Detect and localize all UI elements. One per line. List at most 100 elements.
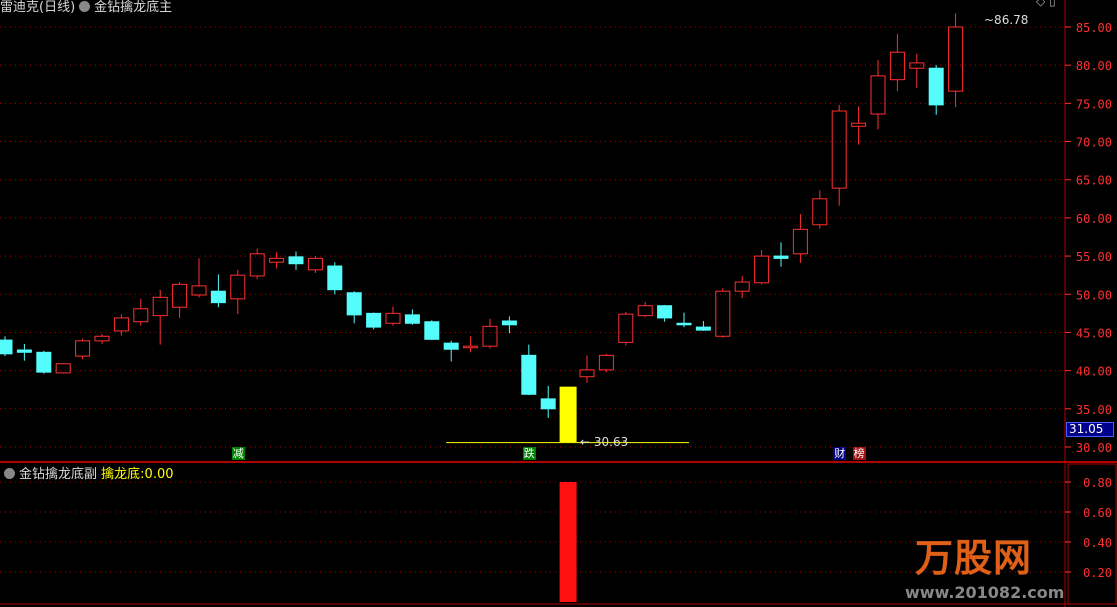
- candle: [346, 291, 362, 324]
- candle-body: [948, 26, 964, 92]
- candle-body: [366, 312, 382, 328]
- signal-marker: 跌: [522, 447, 536, 460]
- candle-body: [346, 292, 362, 316]
- candle-body: [676, 322, 692, 326]
- candle: [870, 59, 886, 130]
- candle: [598, 353, 614, 373]
- logo: 万股网: [915, 536, 1033, 580]
- candle-body: [404, 314, 420, 324]
- candle: [191, 258, 207, 298]
- candle-body: [734, 281, 750, 292]
- candle-body: [579, 369, 595, 378]
- y-tick-label: 50.00: [1076, 288, 1112, 302]
- candle-body: [928, 67, 944, 106]
- candle-body: [0, 339, 13, 355]
- candle: [754, 249, 770, 285]
- candle-body: [230, 274, 246, 300]
- candle-body: [133, 308, 149, 323]
- candle: [715, 288, 731, 338]
- candle: [501, 316, 517, 334]
- series-value: 0.00: [144, 467, 174, 482]
- candle: [851, 106, 867, 145]
- candle-body: [598, 354, 614, 371]
- candle: [172, 282, 188, 318]
- candle: [482, 318, 498, 349]
- candle: [366, 312, 382, 330]
- candle: [637, 301, 653, 318]
- candle: [327, 262, 343, 295]
- candle: [55, 362, 71, 374]
- candle-body: [831, 110, 847, 189]
- candle-body: [715, 290, 731, 337]
- candle-body: [55, 363, 71, 374]
- diamond-icon[interactable]: ◇: [1036, 0, 1046, 8]
- dropdown-icon[interactable]: [4, 468, 15, 479]
- candle: [269, 252, 285, 269]
- candle-body: [191, 285, 207, 296]
- signal-marker: 榜: [852, 447, 866, 460]
- candle: [113, 314, 129, 336]
- candle-body: [870, 75, 886, 115]
- candle-body: [94, 335, 110, 342]
- dropdown-icon[interactable]: [79, 1, 91, 12]
- chart-title: 雷迪克(日线) 金钻擒龙底主: [0, 0, 172, 15]
- candle: [0, 336, 13, 357]
- candle-body: [36, 351, 52, 373]
- y-tick-label: 0.80: [1083, 476, 1112, 490]
- y-tick-label: 30.00: [1076, 441, 1112, 455]
- candle-body: [75, 340, 91, 357]
- candle: [676, 312, 692, 328]
- indicator-bar: [559, 482, 577, 602]
- candle: [210, 274, 226, 308]
- price-chart[interactable]: 85.00 80.00 75.00 70.00 65.00 60.00 55.00 50.00…: [0, 0, 1117, 463]
- y-tick-label: 65.00: [1076, 174, 1112, 188]
- candle-body: [210, 290, 226, 304]
- high-label: ~86.78: [984, 13, 1028, 27]
- candle-body: [618, 313, 634, 343]
- stock-title: 雷迪克(日线): [0, 0, 76, 15]
- candle: [385, 306, 401, 326]
- sub-title: 金钻擒龙底副 擒龙底:0.00: [0, 463, 174, 482]
- candle: [540, 385, 556, 418]
- y-tick-label: 45.00: [1076, 326, 1112, 340]
- signal-marker: 财: [833, 447, 847, 460]
- current-price-tag: 31.05: [1066, 422, 1114, 437]
- candle-body: [754, 255, 770, 284]
- candle-body: [773, 255, 789, 259]
- candle-body: [812, 198, 828, 226]
- candle: [773, 242, 789, 267]
- candle: [695, 320, 711, 331]
- candle-body: [540, 398, 556, 410]
- restore-icon[interactable]: ▯: [1049, 0, 1056, 8]
- candle-body: [16, 349, 32, 353]
- y-tick-label: 35.00: [1076, 403, 1112, 417]
- y-tick-label: 80.00: [1076, 59, 1112, 73]
- candle-body: [172, 283, 188, 308]
- signal-bar: [559, 386, 577, 443]
- candle: [812, 190, 828, 229]
- main-indicator-name: 金钻擒龙底主: [94, 0, 173, 15]
- candle-body: [851, 122, 867, 127]
- candle: [521, 344, 537, 396]
- candle: [618, 311, 634, 346]
- candle: [424, 320, 440, 341]
- signal-marker: 减: [231, 447, 245, 460]
- y-tick-label: 70.00: [1076, 136, 1112, 150]
- candle-body: [385, 312, 401, 324]
- y-tick-label: 55.00: [1076, 250, 1112, 264]
- candle: [889, 33, 905, 92]
- sub-indicator-name: 金钻擒龙底副: [19, 467, 98, 482]
- y-tick-label: 75.00: [1076, 97, 1112, 111]
- low-label: ← 30.63: [580, 435, 628, 449]
- candle-body: [288, 256, 304, 265]
- candle: [443, 340, 459, 362]
- candle-body: [695, 326, 711, 331]
- candle: [230, 269, 246, 315]
- candle-body: [909, 62, 925, 69]
- indicator-chart[interactable]: 0.80 0.60 0.40 0.20: [0, 463, 1117, 607]
- y-tick-label: 85.00: [1076, 21, 1112, 35]
- y-tick-label: 0.40: [1083, 536, 1112, 550]
- candle: [831, 104, 847, 206]
- candle-body: [482, 325, 498, 347]
- candle-body: [889, 51, 905, 81]
